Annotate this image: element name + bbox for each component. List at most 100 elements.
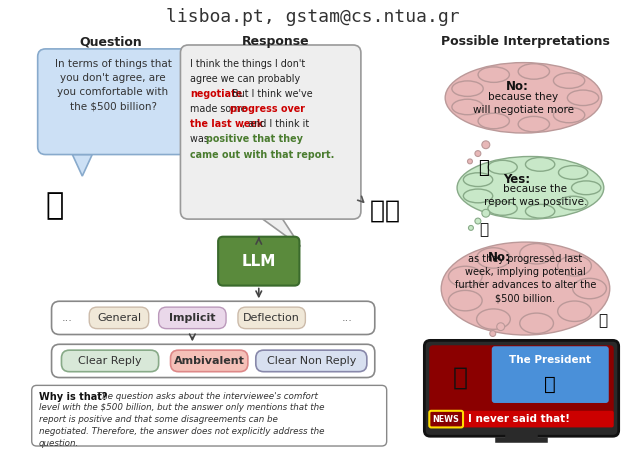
Ellipse shape xyxy=(441,242,610,335)
Text: NEWS: NEWS xyxy=(433,414,459,424)
Text: as they progressed last
week, implying potential
further advances to alter the
$: as they progressed last week, implying p… xyxy=(455,254,596,304)
Text: Question: Question xyxy=(80,35,142,48)
Text: No:: No: xyxy=(488,251,511,264)
Ellipse shape xyxy=(488,202,517,215)
Polygon shape xyxy=(73,154,92,176)
Ellipse shape xyxy=(463,189,493,203)
Text: 🧑‍💼: 🧑‍💼 xyxy=(370,198,399,222)
FancyBboxPatch shape xyxy=(218,237,300,286)
Ellipse shape xyxy=(445,63,602,133)
Text: LLM: LLM xyxy=(241,254,276,269)
Circle shape xyxy=(482,209,490,217)
FancyBboxPatch shape xyxy=(89,307,149,329)
Text: 🧑: 🧑 xyxy=(478,159,489,177)
Circle shape xyxy=(475,218,481,224)
Ellipse shape xyxy=(525,204,555,218)
Text: positive that they: positive that they xyxy=(206,135,303,144)
Ellipse shape xyxy=(518,116,549,132)
Ellipse shape xyxy=(452,81,483,96)
Circle shape xyxy=(490,331,495,337)
FancyBboxPatch shape xyxy=(38,49,188,154)
Circle shape xyxy=(475,151,481,157)
Text: 🧑: 🧑 xyxy=(479,222,489,237)
Ellipse shape xyxy=(449,266,482,287)
Circle shape xyxy=(468,225,473,230)
FancyBboxPatch shape xyxy=(429,411,463,427)
FancyBboxPatch shape xyxy=(52,301,375,334)
Ellipse shape xyxy=(520,313,554,333)
Ellipse shape xyxy=(478,67,509,82)
FancyBboxPatch shape xyxy=(61,350,159,372)
FancyBboxPatch shape xyxy=(171,350,248,372)
Ellipse shape xyxy=(525,158,555,171)
FancyBboxPatch shape xyxy=(429,345,614,424)
Circle shape xyxy=(497,323,505,331)
Text: made some: made some xyxy=(190,104,250,114)
Ellipse shape xyxy=(518,64,549,79)
Text: Yes:: Yes: xyxy=(502,174,530,186)
Text: the last week: the last week xyxy=(190,120,264,129)
Ellipse shape xyxy=(520,244,554,264)
Text: Clear Reply: Clear Reply xyxy=(78,356,142,366)
Ellipse shape xyxy=(559,196,588,210)
Text: progress over: progress over xyxy=(230,104,305,114)
FancyBboxPatch shape xyxy=(424,340,619,436)
Text: I think the things I don't: I think the things I don't xyxy=(190,59,305,69)
Text: The question asks about the interviewee's comfort: The question asks about the interviewee'… xyxy=(94,392,319,401)
Text: 🎤: 🎤 xyxy=(46,191,64,220)
Text: The President: The President xyxy=(509,355,592,365)
Text: level with the $500 billion, but the answer only mentions that the
report is pos: level with the $500 billion, but the ans… xyxy=(39,403,324,448)
Ellipse shape xyxy=(568,90,599,105)
Ellipse shape xyxy=(554,73,585,88)
Text: I never said that!: I never said that! xyxy=(468,414,570,424)
Circle shape xyxy=(482,141,490,149)
FancyBboxPatch shape xyxy=(238,307,305,329)
Text: In terms of things that
you don't agree, are
you comfortable with
the $500 billi: In terms of things that you don't agree,… xyxy=(54,59,171,112)
Circle shape xyxy=(468,159,473,164)
Text: ...: ... xyxy=(62,313,73,323)
Ellipse shape xyxy=(463,173,493,186)
Text: agree we can probably: agree we can probably xyxy=(190,74,301,84)
Ellipse shape xyxy=(571,181,601,195)
Text: 🧑: 🧑 xyxy=(599,313,607,328)
Ellipse shape xyxy=(457,157,604,219)
FancyBboxPatch shape xyxy=(492,346,609,403)
Text: . But I think we've: . But I think we've xyxy=(226,89,313,99)
Ellipse shape xyxy=(477,248,510,268)
Text: because the
report was positive.: because the report was positive. xyxy=(483,184,587,207)
Text: , and I think it: , and I think it xyxy=(242,120,309,129)
Text: Ambivalent: Ambivalent xyxy=(174,356,245,366)
FancyBboxPatch shape xyxy=(159,307,226,329)
Ellipse shape xyxy=(488,160,517,174)
Text: 🧑: 🧑 xyxy=(544,375,556,394)
FancyBboxPatch shape xyxy=(32,385,387,446)
Text: ...: ... xyxy=(341,313,353,323)
Text: Clear Non Reply: Clear Non Reply xyxy=(267,356,356,366)
Text: came out with that report.: came out with that report. xyxy=(190,150,335,160)
Ellipse shape xyxy=(477,309,510,329)
Text: negotiate: negotiate xyxy=(190,89,243,99)
Polygon shape xyxy=(263,219,300,246)
FancyBboxPatch shape xyxy=(181,45,361,219)
Text: General: General xyxy=(97,313,141,323)
Text: Response: Response xyxy=(242,35,310,48)
Text: Why is that?: Why is that? xyxy=(39,392,107,402)
Text: was: was xyxy=(190,135,212,144)
Ellipse shape xyxy=(559,166,588,180)
Text: because they
will negotiate more: because they will negotiate more xyxy=(473,92,574,115)
Ellipse shape xyxy=(452,99,483,114)
Ellipse shape xyxy=(478,113,509,129)
Text: No:: No: xyxy=(506,80,528,93)
FancyBboxPatch shape xyxy=(256,350,367,372)
Ellipse shape xyxy=(557,301,592,322)
FancyBboxPatch shape xyxy=(429,411,614,427)
Ellipse shape xyxy=(554,107,585,123)
Text: Implicit: Implicit xyxy=(169,313,216,323)
Text: lisboa.pt, gstam@cs.ntua.gr: lisboa.pt, gstam@cs.ntua.gr xyxy=(166,8,460,26)
FancyBboxPatch shape xyxy=(52,344,375,377)
Ellipse shape xyxy=(573,278,606,299)
Ellipse shape xyxy=(449,290,482,311)
Ellipse shape xyxy=(557,256,592,276)
Text: 🕴: 🕴 xyxy=(453,365,468,390)
Text: Possible Interpretations: Possible Interpretations xyxy=(441,35,610,48)
